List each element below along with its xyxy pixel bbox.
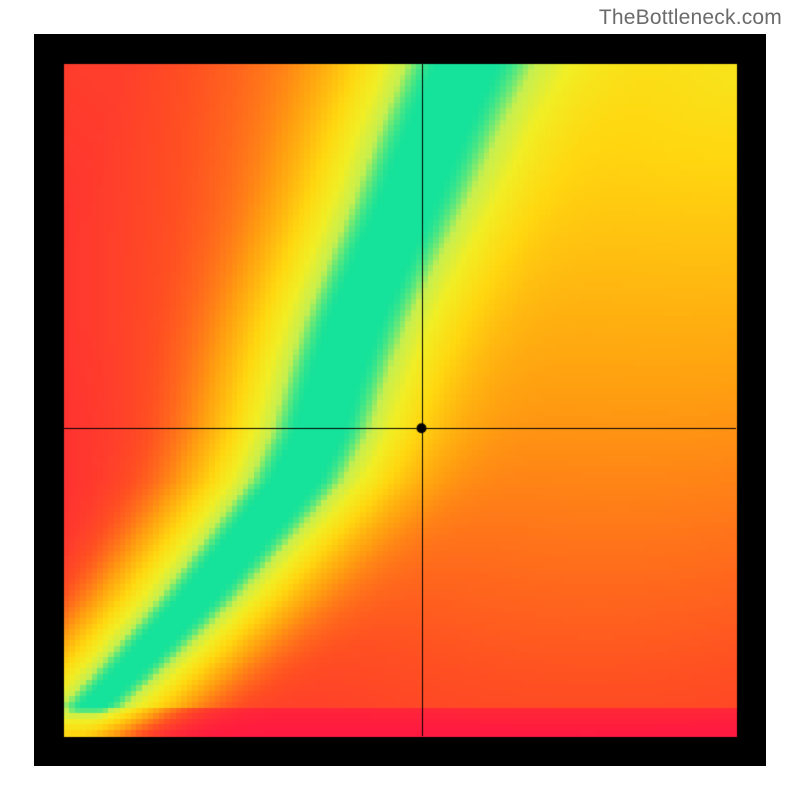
chart-container: TheBottleneck.com [0,0,800,800]
crosshair-overlay [34,34,766,766]
plot-frame [34,34,766,766]
watermark-text: TheBottleneck.com [599,6,782,30]
